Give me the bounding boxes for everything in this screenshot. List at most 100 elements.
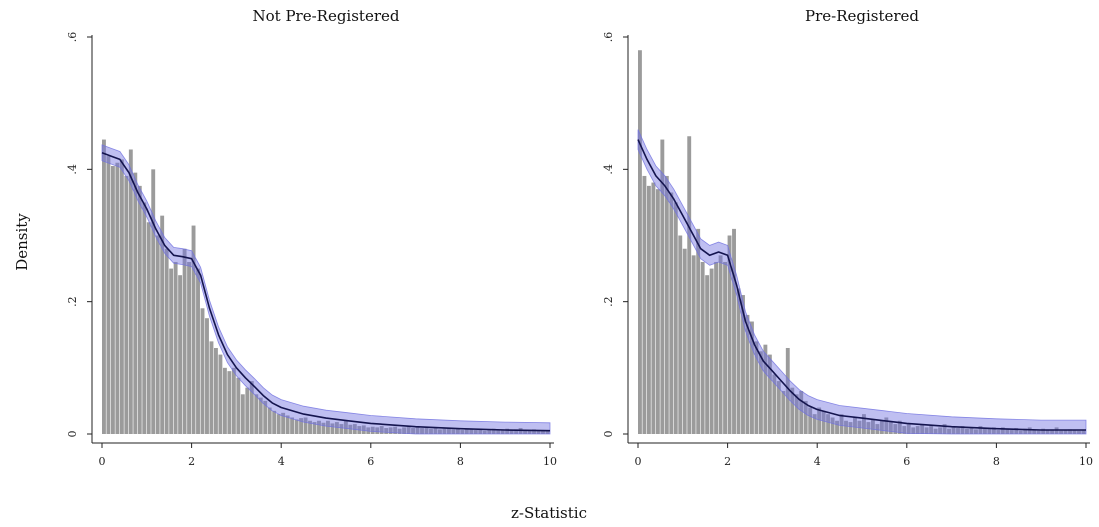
histogram-bar — [655, 189, 660, 434]
histogram-bar — [651, 182, 656, 434]
histogram-bar — [500, 429, 505, 434]
histogram-bar — [821, 410, 826, 434]
histogram-bar — [205, 318, 209, 434]
histogram-bar — [455, 428, 460, 434]
histogram-bar — [155, 235, 160, 434]
axes: 0 .2 .4 .6 0 2 4 6 8 10 — [66, 32, 557, 468]
histogram-bar — [514, 429, 519, 434]
histogram-bar — [893, 424, 898, 434]
histogram-bar — [429, 428, 433, 434]
histogram-bar — [137, 185, 142, 434]
histogram-bar — [276, 414, 281, 434]
histogram-bar — [523, 430, 527, 434]
histogram-bar — [826, 414, 831, 434]
density-line — [101, 152, 551, 432]
y-tick-label: 0 — [602, 431, 615, 438]
histogram-bar — [361, 425, 366, 434]
histogram-bar — [1041, 428, 1046, 434]
histogram-bar — [173, 261, 178, 434]
histogram-bar — [263, 400, 268, 434]
histogram-bar — [978, 426, 983, 434]
histogram-bar — [272, 410, 277, 434]
histogram-bar — [536, 430, 541, 434]
histogram-bar — [115, 162, 120, 434]
histogram-bar — [487, 429, 492, 434]
histogram-bar — [848, 422, 853, 434]
histogram-bar — [696, 228, 701, 434]
histogram-bar — [1032, 430, 1037, 434]
histogram-bar — [222, 367, 227, 434]
panel-not-pre-registered: Not Pre-Registered 0 .2 .4 .6 0 2 4 6 8 10 — [66, 7, 557, 468]
histogram-bar — [776, 381, 781, 434]
histogram-bar — [808, 407, 813, 434]
histogram-bar — [745, 314, 750, 434]
histogram-bar — [687, 136, 692, 434]
histogram-bar — [343, 420, 348, 434]
histogram-bar — [446, 428, 451, 434]
x-tick-label: 4 — [814, 455, 821, 468]
histogram-bar — [938, 427, 943, 434]
x-tick-label: 10 — [543, 455, 557, 468]
histogram-bar — [169, 268, 174, 434]
histogram-bar — [844, 420, 848, 434]
x-tick-label: 2 — [188, 455, 195, 468]
histogram-bar — [182, 248, 187, 434]
histogram-bar — [888, 422, 893, 434]
confidence-band — [101, 144, 551, 435]
histogram-bar — [991, 427, 996, 434]
histogram-bar — [438, 429, 442, 434]
histogram-bar — [669, 192, 674, 434]
histogram-bar — [249, 381, 254, 434]
histogram-bar — [673, 202, 678, 434]
histogram-bar — [947, 428, 951, 434]
histogram-bar — [924, 427, 929, 434]
histogram-bar — [326, 420, 330, 434]
histogram-bar — [110, 166, 115, 434]
histogram-bar — [267, 407, 272, 434]
density-confidence-band — [101, 144, 551, 435]
histogram-bar — [682, 248, 687, 434]
histogram-bar — [799, 390, 804, 434]
panel-title: Not Pre-Registered — [253, 7, 400, 25]
histogram-bar — [142, 202, 147, 434]
histogram-bar — [660, 139, 665, 434]
histogram-bar — [379, 426, 384, 434]
histogram-bar — [334, 422, 339, 434]
histogram-bar — [1045, 430, 1050, 434]
histogram-bar — [214, 347, 218, 434]
histogram-bar — [317, 420, 321, 434]
histogram-bar — [1081, 430, 1086, 434]
y-tick-label: .6 — [66, 32, 79, 43]
histogram-bar — [218, 354, 223, 434]
histogram-bar — [785, 347, 790, 434]
x-tick-label: 0 — [99, 455, 106, 468]
histogram-bar — [987, 428, 992, 434]
histogram-bar — [124, 175, 129, 434]
histogram-bar — [321, 422, 326, 434]
histogram-bar — [102, 139, 106, 434]
histogram-bar — [920, 424, 925, 434]
histogram-bar — [1023, 428, 1028, 434]
histogram-bar — [227, 371, 232, 434]
histogram-bars — [638, 50, 1086, 434]
histogram-bar — [164, 248, 169, 434]
histogram-bar — [397, 428, 402, 434]
histogram-bar — [862, 414, 866, 434]
histogram-bar — [911, 427, 916, 434]
histogram-bar — [1068, 429, 1072, 434]
histogram-bar — [146, 222, 151, 434]
histogram-bar — [1077, 430, 1081, 434]
y-tick-label: .4 — [66, 164, 79, 175]
histogram-bar — [312, 422, 317, 434]
histogram-bar — [1036, 430, 1041, 434]
histogram-bar — [638, 50, 642, 434]
histogram-bar — [879, 420, 884, 434]
histogram-bar — [1059, 430, 1063, 434]
histogram-bar — [714, 261, 719, 434]
x-tick-label: 8 — [993, 455, 1000, 468]
histogram-bar — [505, 428, 510, 434]
x-tick-label: 4 — [278, 455, 285, 468]
density-line — [637, 139, 1086, 431]
histogram-bar — [781, 390, 786, 434]
